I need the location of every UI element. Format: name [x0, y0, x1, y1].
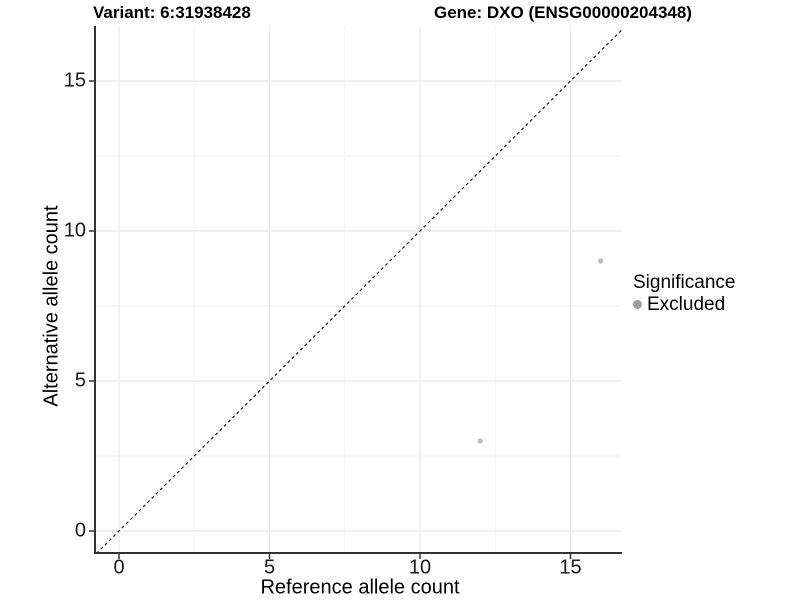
y-tick-label: 0: [74, 519, 86, 542]
identity-reference-line: [96, 29, 623, 554]
variant-title: Variant: 6:31938428: [93, 3, 251, 22]
x-tick-label: 10: [408, 556, 432, 579]
y-tick-label: 10: [63, 219, 86, 242]
x-axis-title: Reference allele count: [260, 576, 460, 599]
y-axis-title: Alternative allele count: [40, 205, 63, 407]
legend: Significance Excluded: [633, 272, 735, 315]
x-tick-label: 15: [559, 556, 582, 579]
gene-title: Gene: DXO (ENSG00000204348): [434, 3, 692, 22]
data-point: [598, 258, 604, 264]
x-tick-label: 0: [113, 556, 125, 579]
y-tick-label: 5: [74, 369, 86, 392]
legend-title: Significance: [633, 272, 736, 293]
data-point: [477, 438, 483, 444]
y-tick-label: 15: [63, 69, 86, 92]
legend-item-excluded: Excluded: [633, 294, 735, 315]
x-tick-label: 5: [263, 556, 276, 579]
legend-item-label: Excluded: [647, 294, 726, 315]
legend-point-icon: [633, 300, 642, 309]
